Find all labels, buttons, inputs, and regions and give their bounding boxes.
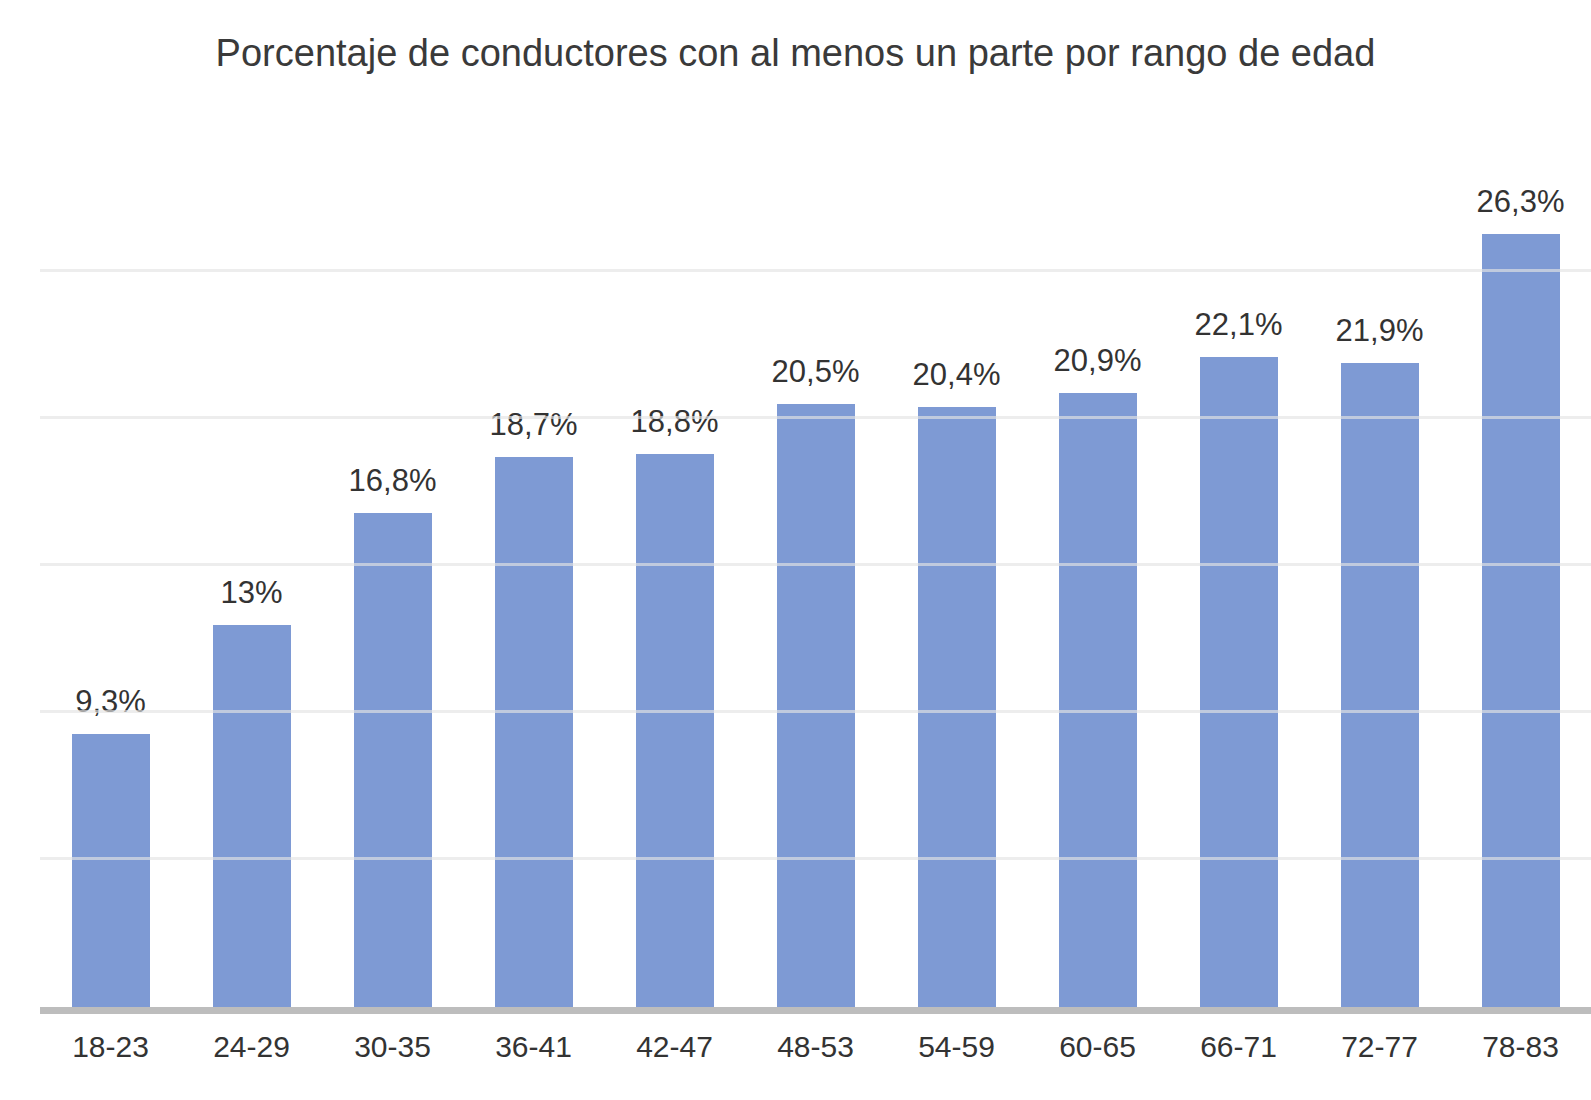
x-axis-labels: 18-2324-2930-3536-4142-4748-5354-5960-65… <box>40 1030 1591 1064</box>
x-axis-line <box>40 1007 1591 1014</box>
bar-value-label: 22,1% <box>1195 307 1283 343</box>
plot-wrap: 9,3% 13% 16,8% 18,7% 18,8% 20,5% 20,4% 20,9% 22,… <box>0 137 1591 1064</box>
bar-slot: 18,7% <box>463 137 604 1007</box>
bar <box>1341 363 1419 1007</box>
bar-slot: 13% <box>181 137 322 1007</box>
x-tick-label: 36-41 <box>463 1030 604 1064</box>
bar <box>495 457 573 1007</box>
bar <box>918 407 996 1007</box>
bar <box>72 734 150 1007</box>
bar-value-label: 26,3% <box>1477 184 1565 220</box>
plot-area: 9,3% 13% 16,8% 18,7% 18,8% 20,5% 20,4% 20,9% 22,… <box>40 137 1591 1007</box>
bar-slot: 21,9% <box>1309 137 1450 1007</box>
bar <box>1482 234 1560 1007</box>
x-tick-label: 72-77 <box>1309 1030 1450 1064</box>
bar-slot: 18,8% <box>604 137 745 1007</box>
x-tick-label: 42-47 <box>604 1030 745 1064</box>
bar-slot: 9,3% <box>40 137 181 1007</box>
bar-value-label: 18,8% <box>631 404 719 440</box>
bar <box>354 513 432 1007</box>
bar-slot: 20,5% <box>745 137 886 1007</box>
bar-value-label: 20,5% <box>772 354 860 390</box>
bar <box>1200 357 1278 1007</box>
bar-chart: Porcentaje de conductores con al menos u… <box>0 32 1591 1100</box>
bar <box>777 404 855 1007</box>
bar-value-label: 9,3% <box>75 684 146 720</box>
bar <box>213 625 291 1007</box>
bar-slot: 22,1% <box>1168 137 1309 1007</box>
bar-value-label: 20,9% <box>1054 343 1142 379</box>
bar-value-label: 21,9% <box>1336 313 1424 349</box>
bar-value-label: 18,7% <box>490 407 578 443</box>
bar-slot: 16,8% <box>322 137 463 1007</box>
x-tick-label: 60-65 <box>1027 1030 1168 1064</box>
x-tick-label: 66-71 <box>1168 1030 1309 1064</box>
bar <box>636 454 714 1007</box>
chart-title: Porcentaje de conductores con al menos u… <box>0 32 1591 75</box>
x-tick-label: 54-59 <box>886 1030 1027 1064</box>
bar-value-label: 20,4% <box>913 357 1001 393</box>
bar <box>1059 393 1137 1007</box>
x-tick-label: 18-23 <box>40 1030 181 1064</box>
x-tick-label: 78-83 <box>1450 1030 1591 1064</box>
bar-slot: 20,4% <box>886 137 1027 1007</box>
bar-slot: 20,9% <box>1027 137 1168 1007</box>
bar-value-label: 16,8% <box>349 463 437 499</box>
x-tick-label: 24-29 <box>181 1030 322 1064</box>
bar-value-label: 13% <box>220 575 282 611</box>
x-tick-label: 30-35 <box>322 1030 463 1064</box>
bar-slot: 26,3% <box>1450 137 1591 1007</box>
x-tick-label: 48-53 <box>745 1030 886 1064</box>
